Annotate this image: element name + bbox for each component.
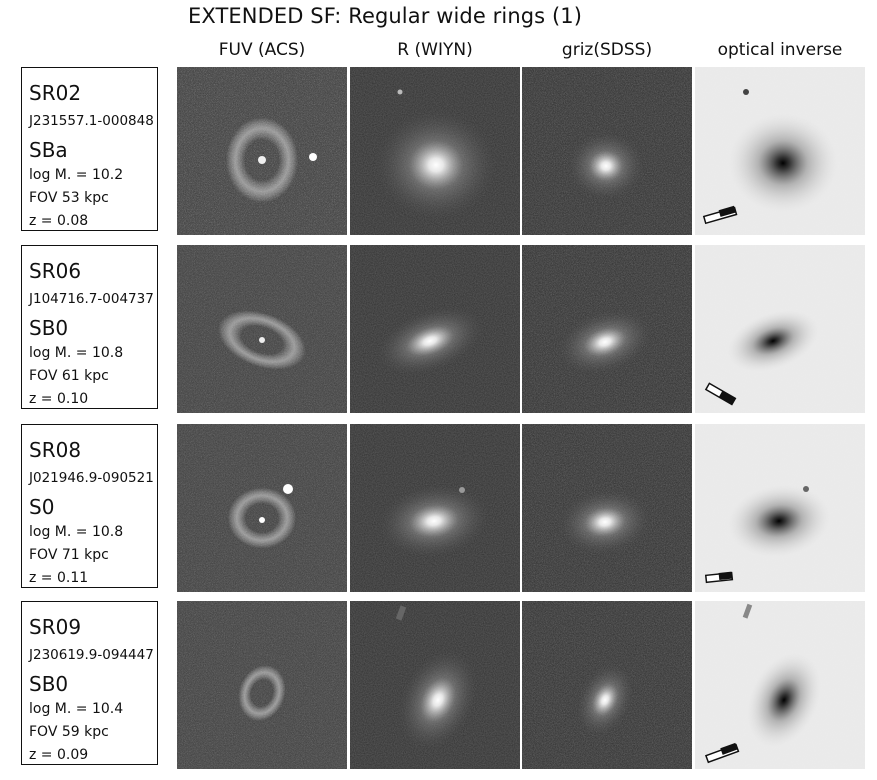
galaxy-redshift: z = 0.09 xyxy=(29,747,89,763)
column-header-optical-inverse: optical inverse xyxy=(717,40,843,60)
galaxy-id: J231557.1-000848 xyxy=(29,113,154,129)
galaxy-mass: log M. = 10.8 xyxy=(29,345,124,361)
galaxy-type: SBa xyxy=(29,138,68,162)
galaxy-info-box: SR02 J231557.1-000848 SBa log M. = 10.2 … xyxy=(21,67,158,231)
galaxy-type: SB0 xyxy=(29,672,69,696)
galaxy-fov: FOV 61 kpc xyxy=(29,368,109,384)
galaxy-info-box: SR06 J104716.7-004737 SB0 log M. = 10.8 … xyxy=(21,245,158,409)
galaxy-info-box: SR09 J230619.9-094447 SB0 log M. = 10.4 … xyxy=(21,601,158,765)
column-header-fuv: FUV (ACS) xyxy=(218,40,306,60)
galaxy-id: J104716.7-004737 xyxy=(29,291,154,307)
galaxy-name: SR09 xyxy=(29,615,82,639)
galaxy-type: S0 xyxy=(29,495,55,519)
scale-bar-icon xyxy=(704,382,737,406)
scale-bar-icon xyxy=(704,742,740,764)
column-header-r: R (WIYN) xyxy=(397,40,473,60)
row-3-panels xyxy=(177,424,865,592)
scale-bar-icon xyxy=(702,205,738,225)
galaxy-mass: log M. = 10.8 xyxy=(29,524,124,540)
galaxy-type: SB0 xyxy=(29,316,69,340)
galaxy-fov: FOV 71 kpc xyxy=(29,547,109,563)
galaxy-fov: FOV 59 kpc xyxy=(29,724,109,740)
row-4-panels xyxy=(177,601,865,769)
galaxy-id: J021946.9-090521 xyxy=(29,470,154,486)
row-2-panels xyxy=(177,245,865,413)
galaxy-name: SR06 xyxy=(29,259,82,283)
galaxy-id: J230619.9-094447 xyxy=(29,647,154,663)
galaxy-info-box: SR08 J021946.9-090521 S0 log M. = 10.8 F… xyxy=(21,424,158,588)
galaxy-mass: log M. = 10.2 xyxy=(29,167,124,183)
row-1-panels xyxy=(177,67,865,235)
galaxy-name: SR08 xyxy=(29,438,82,462)
column-header-griz: griz(SDSS) xyxy=(561,40,653,60)
figure-title: EXTENDED SF: Regular wide rings (1) xyxy=(188,4,583,28)
scale-bar-icon xyxy=(704,571,734,584)
galaxy-redshift: z = 0.11 xyxy=(29,570,89,586)
galaxy-fov: FOV 53 kpc xyxy=(29,190,109,206)
galaxy-redshift: z = 0.08 xyxy=(29,213,89,229)
galaxy-redshift: z = 0.10 xyxy=(29,391,89,407)
galaxy-name: SR02 xyxy=(29,81,82,105)
galaxy-mass: log M. = 10.4 xyxy=(29,701,124,717)
